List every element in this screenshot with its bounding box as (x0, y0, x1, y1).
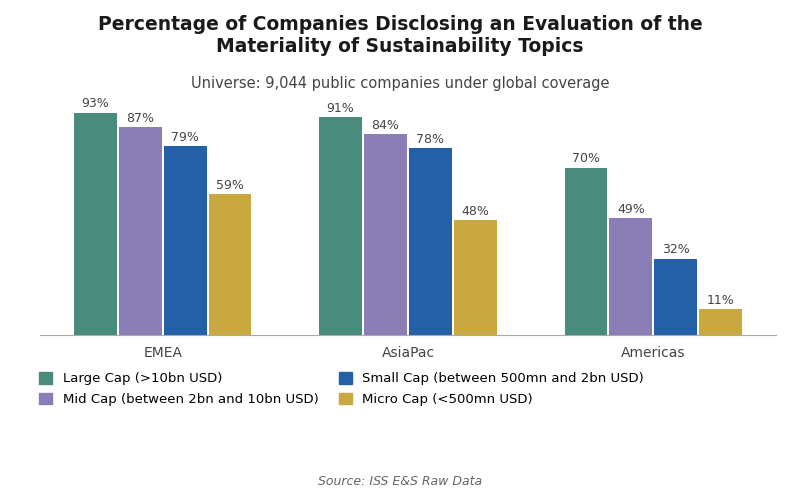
Text: 79%: 79% (171, 131, 199, 143)
Text: Percentage of Companies Disclosing an Evaluation of the
Materiality of Sustainab: Percentage of Companies Disclosing an Ev… (98, 15, 702, 56)
Bar (565, 168, 607, 335)
Text: 93%: 93% (82, 97, 109, 110)
Text: 59%: 59% (216, 178, 244, 192)
Bar (364, 134, 407, 335)
Bar (610, 218, 652, 335)
Text: Source: ISS E&S Raw Data: Source: ISS E&S Raw Data (318, 475, 482, 488)
Text: 91%: 91% (326, 102, 354, 115)
Text: 87%: 87% (126, 111, 154, 125)
Bar (454, 220, 497, 335)
Text: Universe: 9,044 public companies under global coverage: Universe: 9,044 public companies under g… (190, 76, 610, 91)
Bar (409, 148, 452, 335)
Bar (74, 112, 117, 335)
Text: 11%: 11% (707, 293, 734, 307)
Text: 70%: 70% (572, 152, 600, 165)
Bar (164, 146, 206, 335)
Bar (119, 127, 162, 335)
Text: 78%: 78% (417, 133, 445, 146)
Bar (654, 259, 697, 335)
Text: 32%: 32% (662, 243, 690, 256)
Text: 48%: 48% (462, 205, 490, 218)
Legend: Large Cap (>10bn USD), Mid Cap (between 2bn and 10bn USD), Small Cap (between 50: Large Cap (>10bn USD), Mid Cap (between … (39, 372, 644, 406)
Bar (699, 309, 742, 335)
Text: 49%: 49% (617, 203, 645, 215)
Bar (209, 194, 251, 335)
Text: 84%: 84% (371, 119, 399, 132)
Bar (319, 117, 362, 335)
